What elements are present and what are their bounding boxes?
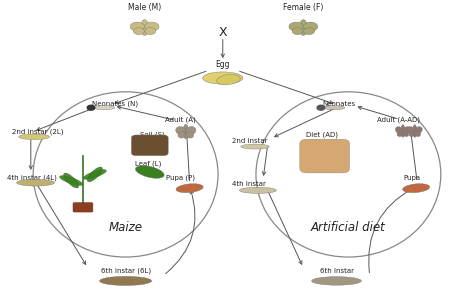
Ellipse shape [300,20,307,35]
Ellipse shape [289,22,303,31]
Ellipse shape [303,22,318,31]
Ellipse shape [145,22,159,31]
Ellipse shape [239,187,276,193]
Ellipse shape [183,124,189,139]
Ellipse shape [17,179,55,186]
Ellipse shape [413,125,417,137]
Ellipse shape [176,184,203,193]
Ellipse shape [186,132,193,138]
Ellipse shape [323,106,345,110]
Text: Soil (S): Soil (S) [140,131,164,138]
Circle shape [87,105,95,110]
Ellipse shape [311,277,361,285]
Text: 4th instar: 4th instar [232,181,266,187]
Ellipse shape [395,127,403,134]
Ellipse shape [94,106,115,110]
Ellipse shape [292,28,303,35]
Ellipse shape [133,28,144,35]
Ellipse shape [409,131,415,136]
Ellipse shape [202,72,243,84]
Text: X: X [219,26,227,39]
Ellipse shape [403,131,409,136]
Text: 4th instar (4L): 4th instar (4L) [7,174,57,181]
Text: Male (M): Male (M) [128,3,161,12]
Text: Egg: Egg [216,60,230,69]
Ellipse shape [407,127,415,134]
Text: Maize: Maize [109,222,143,234]
Text: 6th instar (6L): 6th instar (6L) [100,267,151,274]
Ellipse shape [415,127,422,134]
Text: Adult (A-AD): Adult (A-AD) [377,116,419,123]
Ellipse shape [87,167,102,182]
Text: Adult (A): Adult (A) [165,116,195,123]
Ellipse shape [64,173,79,188]
Ellipse shape [136,166,164,178]
Ellipse shape [176,127,186,135]
FancyBboxPatch shape [73,203,93,212]
Text: Pupa: Pupa [404,175,421,181]
Text: Artificial diet: Artificial diet [311,222,386,234]
Ellipse shape [130,22,145,31]
Text: Pupa (P): Pupa (P) [165,175,195,181]
Ellipse shape [186,127,196,135]
Text: Neonates: Neonates [322,101,356,107]
Text: 2nd instar: 2nd instar [232,138,268,144]
Ellipse shape [60,176,82,185]
Text: 2nd instar (2L): 2nd instar (2L) [12,128,64,135]
Ellipse shape [178,132,186,138]
Ellipse shape [241,144,269,149]
FancyBboxPatch shape [300,139,350,173]
Ellipse shape [403,127,410,134]
Ellipse shape [401,125,405,137]
Circle shape [317,105,325,110]
Ellipse shape [141,20,148,35]
Ellipse shape [100,276,152,285]
Ellipse shape [145,28,156,35]
Text: Female (F): Female (F) [283,3,324,12]
Ellipse shape [217,74,240,85]
Text: Diet (AD): Diet (AD) [306,131,338,138]
FancyBboxPatch shape [131,135,168,156]
Ellipse shape [304,28,315,35]
Ellipse shape [397,131,403,136]
Text: Leaf (L): Leaf (L) [135,160,162,167]
Ellipse shape [402,184,430,193]
Text: 6th instar: 6th instar [319,268,354,274]
Ellipse shape [83,170,106,179]
Ellipse shape [19,134,50,140]
Text: Neonates (N): Neonates (N) [92,101,138,107]
Ellipse shape [415,131,420,136]
